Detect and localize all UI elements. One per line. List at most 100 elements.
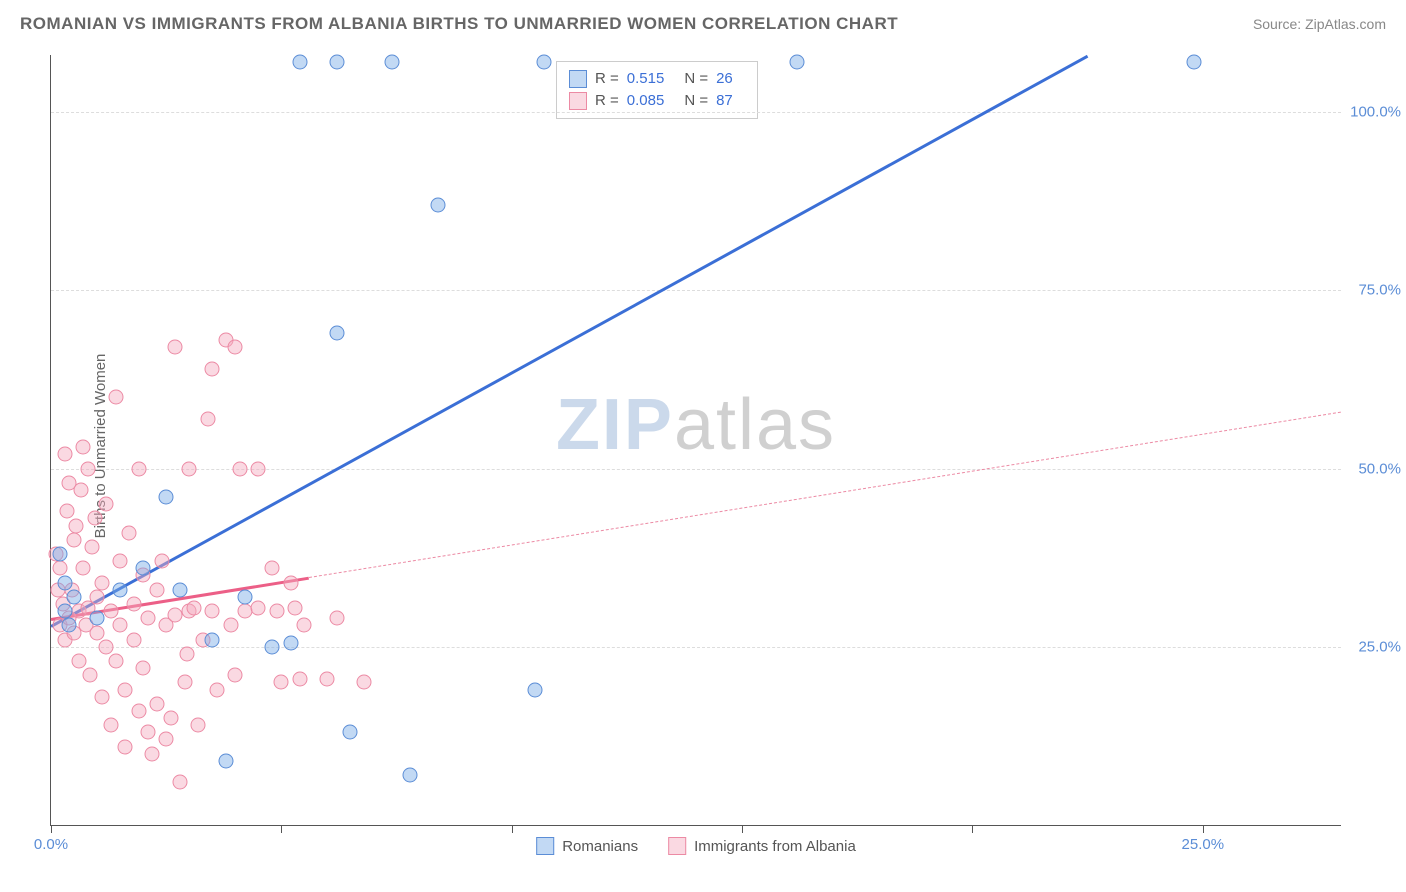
data-point-romanians [62, 618, 77, 633]
x-tick-label: 25.0% [1182, 836, 1225, 853]
y-tick-label: 100.0% [1350, 104, 1401, 121]
watermark: ZIPatlas [556, 384, 836, 466]
data-point-albania [228, 668, 243, 683]
r-label: R = [595, 90, 619, 112]
data-point-albania [297, 618, 312, 633]
data-point-albania [99, 639, 114, 654]
data-point-romanians [90, 611, 105, 626]
x-tick [972, 825, 973, 833]
data-point-albania [126, 596, 141, 611]
data-point-albania [168, 607, 183, 622]
x-tick [1203, 825, 1204, 833]
data-point-albania [57, 447, 72, 462]
correlation-legend: R = 0.515 N = 26 R = 0.085 N = 87 [556, 61, 758, 119]
source-name: ZipAtlas.com [1305, 16, 1386, 32]
data-point-albania [251, 600, 266, 615]
data-point-albania [87, 511, 102, 526]
data-point-albania [76, 440, 91, 455]
data-point-albania [288, 600, 303, 615]
data-point-romanians [283, 636, 298, 651]
data-point-albania [67, 532, 82, 547]
data-point-albania [149, 696, 164, 711]
y-tick-label: 50.0% [1358, 460, 1401, 477]
legend-item-albania: Immigrants from Albania [668, 837, 856, 855]
data-point-romanians [113, 582, 128, 597]
data-point-albania [159, 732, 174, 747]
data-point-albania [90, 589, 105, 604]
data-point-romanians [329, 326, 344, 341]
data-point-albania [136, 661, 151, 676]
data-point-albania [177, 675, 192, 690]
data-point-albania [209, 682, 224, 697]
data-point-romanians [343, 725, 358, 740]
data-point-albania [329, 611, 344, 626]
data-point-albania [113, 554, 128, 569]
data-point-albania [60, 504, 75, 519]
source-attribution: Source: ZipAtlas.com [1253, 16, 1386, 32]
r-label: R = [595, 68, 619, 90]
data-point-albania [94, 689, 109, 704]
swatch-blue [536, 837, 554, 855]
data-point-albania [53, 561, 68, 576]
data-point-albania [182, 461, 197, 476]
data-point-albania [223, 618, 238, 633]
data-point-albania [205, 361, 220, 376]
data-point-romanians [265, 639, 280, 654]
data-point-albania [69, 518, 84, 533]
series-legend: Romanians Immigrants from Albania [536, 837, 856, 855]
data-point-romanians [790, 55, 805, 70]
gridline-h [51, 112, 1341, 113]
swatch-pink [668, 837, 686, 855]
data-point-albania [126, 632, 141, 647]
data-point-albania [154, 554, 169, 569]
legend-label: Immigrants from Albania [694, 838, 856, 855]
data-point-albania [149, 582, 164, 597]
data-point-albania [145, 746, 160, 761]
swatch-blue [569, 70, 587, 88]
data-point-romanians [292, 55, 307, 70]
data-point-romanians [173, 582, 188, 597]
data-point-albania [99, 497, 114, 512]
data-point-albania [228, 340, 243, 355]
x-tick [512, 825, 513, 833]
gridline-h [51, 290, 1341, 291]
data-point-romanians [136, 561, 151, 576]
trend-line [50, 55, 1088, 628]
data-point-romanians [57, 604, 72, 619]
data-point-albania [163, 711, 178, 726]
data-point-albania [265, 561, 280, 576]
data-point-albania [274, 675, 289, 690]
data-point-albania [283, 575, 298, 590]
gridline-h [51, 647, 1341, 648]
data-point-albania [117, 682, 132, 697]
data-point-albania [168, 340, 183, 355]
watermark-zip: ZIP [556, 385, 674, 465]
data-point-romanians [205, 632, 220, 647]
data-point-albania [103, 718, 118, 733]
data-point-albania [191, 718, 206, 733]
data-point-albania [237, 604, 252, 619]
data-point-albania [200, 411, 215, 426]
watermark-atlas: atlas [674, 385, 836, 465]
n-label: N = [684, 90, 708, 112]
data-point-albania [80, 461, 95, 476]
data-point-romanians [57, 575, 72, 590]
data-point-albania [103, 604, 118, 619]
legend-row-albania: R = 0.085 N = 87 [569, 90, 745, 112]
y-tick-label: 75.0% [1358, 282, 1401, 299]
n-label: N = [684, 68, 708, 90]
x-tick-label: 0.0% [34, 836, 68, 853]
trend-line [309, 411, 1341, 577]
data-point-romanians [431, 197, 446, 212]
swatch-pink [569, 92, 587, 110]
data-point-romanians [536, 55, 551, 70]
data-point-romanians [527, 682, 542, 697]
scatter-plot: ZIPatlas R = 0.515 N = 26 R = 0.085 N = … [50, 55, 1341, 826]
data-point-albania [83, 668, 98, 683]
data-point-albania [117, 739, 132, 754]
data-point-romanians [403, 768, 418, 783]
y-tick-label: 25.0% [1358, 638, 1401, 655]
r-value: 0.085 [627, 90, 665, 112]
legend-item-romanians: Romanians [536, 837, 638, 855]
x-tick [742, 825, 743, 833]
